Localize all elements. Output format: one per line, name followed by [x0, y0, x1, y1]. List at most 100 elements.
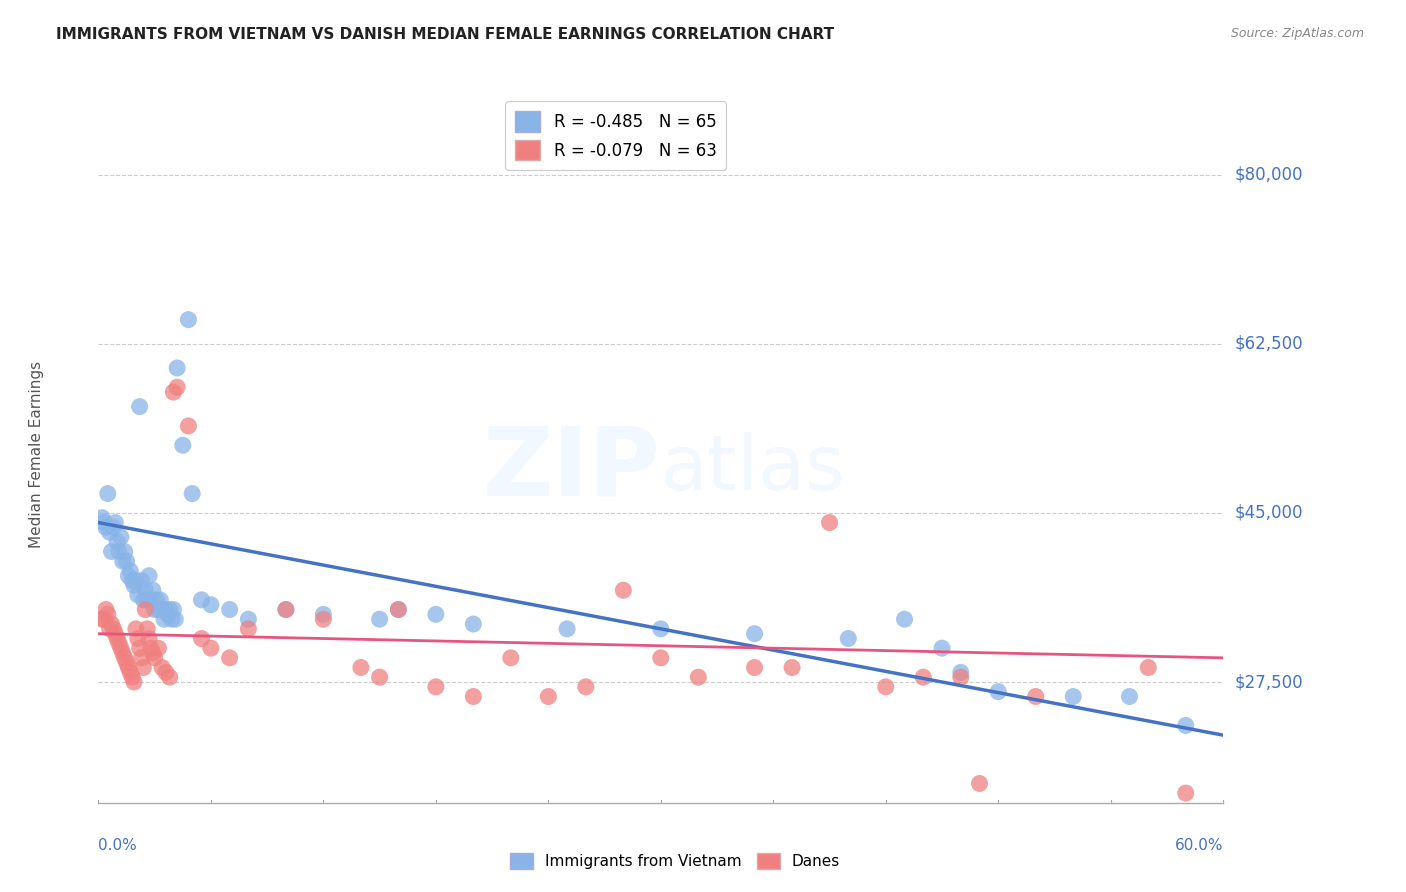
Point — [387, 602, 409, 616]
Point — [159, 602, 181, 616]
Point — [218, 651, 240, 665]
Point — [139, 592, 162, 607]
Point — [160, 612, 183, 626]
Point — [114, 651, 136, 665]
Point — [127, 588, 149, 602]
Point — [93, 612, 115, 626]
Point — [893, 612, 915, 626]
Point — [136, 592, 159, 607]
Point — [148, 602, 170, 616]
Point — [274, 602, 297, 616]
Point — [931, 641, 953, 656]
Point — [108, 544, 131, 558]
Point — [912, 670, 935, 684]
Point — [150, 602, 173, 616]
Point — [555, 622, 578, 636]
Point — [138, 568, 160, 582]
Point — [111, 646, 134, 660]
Text: 0.0%: 0.0% — [98, 838, 138, 853]
Point — [688, 670, 710, 684]
Point — [368, 670, 391, 684]
Point — [122, 578, 145, 592]
Point — [121, 574, 143, 588]
Text: $27,500: $27,500 — [1234, 673, 1303, 691]
Point — [218, 602, 240, 616]
Text: $62,500: $62,500 — [1234, 334, 1303, 353]
Point — [780, 660, 803, 674]
Point — [97, 486, 120, 500]
Point — [103, 622, 125, 636]
Legend: R = -0.485   N = 65, R = -0.079   N = 63: R = -0.485 N = 65, R = -0.079 N = 63 — [505, 102, 727, 170]
Point — [425, 680, 447, 694]
Legend: Immigrants from Vietnam, Danes: Immigrants from Vietnam, Danes — [503, 847, 846, 875]
Point — [104, 516, 127, 530]
Point — [1137, 660, 1160, 674]
Point — [153, 612, 176, 626]
Point — [122, 675, 145, 690]
Point — [181, 486, 204, 500]
Point — [238, 622, 260, 636]
Point — [100, 544, 122, 558]
Text: $80,000: $80,000 — [1234, 166, 1303, 184]
Point — [104, 626, 127, 640]
Point — [166, 361, 188, 376]
Point — [387, 602, 409, 616]
Point — [156, 607, 179, 622]
Point — [177, 419, 200, 434]
Point — [117, 568, 139, 582]
Point — [650, 622, 672, 636]
Point — [159, 670, 181, 684]
Point — [148, 641, 170, 656]
Text: atlas: atlas — [661, 432, 845, 506]
Point — [115, 554, 138, 568]
Point — [105, 535, 128, 549]
Point — [125, 622, 148, 636]
Point — [949, 665, 972, 680]
Point — [537, 690, 560, 704]
Point — [368, 612, 391, 626]
Point — [131, 651, 153, 665]
Point — [200, 641, 222, 656]
Point — [875, 680, 897, 694]
Point — [1025, 690, 1047, 704]
Point — [91, 612, 114, 626]
Point — [274, 602, 297, 616]
Point — [97, 607, 120, 622]
Text: IMMIGRANTS FROM VIETNAM VS DANISH MEDIAN FEMALE EARNINGS CORRELATION CHART: IMMIGRANTS FROM VIETNAM VS DANISH MEDIAN… — [56, 27, 834, 42]
Text: Median Female Earnings: Median Female Earnings — [30, 361, 44, 549]
Point — [463, 617, 485, 632]
Point — [94, 602, 117, 616]
Point — [177, 312, 200, 326]
Point — [744, 660, 766, 674]
Point — [132, 660, 155, 674]
Point — [134, 602, 156, 616]
Point — [190, 632, 212, 646]
Point — [125, 574, 148, 588]
Point — [143, 651, 166, 665]
Point — [1174, 718, 1197, 732]
Point — [120, 665, 142, 680]
Point — [132, 592, 155, 607]
Point — [98, 525, 121, 540]
Point — [837, 632, 859, 646]
Text: 60.0%: 60.0% — [1175, 838, 1223, 853]
Point — [155, 665, 177, 680]
Point — [312, 612, 335, 626]
Point — [117, 660, 139, 674]
Point — [190, 592, 212, 607]
Point — [143, 602, 166, 616]
Point — [142, 583, 165, 598]
Point — [128, 400, 150, 414]
Point — [238, 612, 260, 626]
Point — [110, 641, 132, 656]
Point — [575, 680, 598, 694]
Point — [744, 626, 766, 640]
Point — [969, 776, 991, 790]
Text: Source: ZipAtlas.com: Source: ZipAtlas.com — [1230, 27, 1364, 40]
Point — [650, 651, 672, 665]
Point — [103, 520, 125, 534]
Point — [114, 544, 136, 558]
Point — [200, 598, 222, 612]
Point — [120, 564, 142, 578]
Point — [105, 632, 128, 646]
